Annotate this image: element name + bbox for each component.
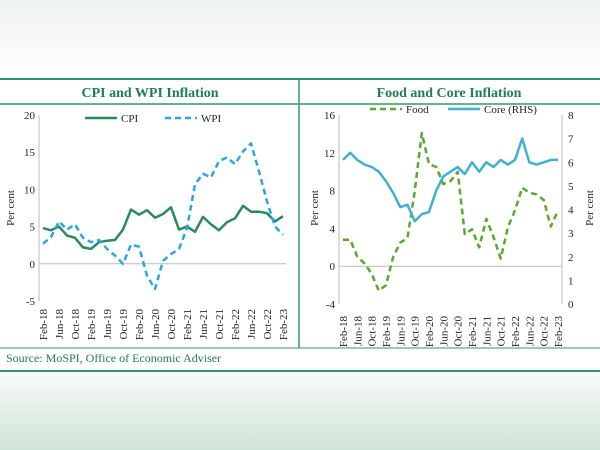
x-tick-label: Feb-23 [278,309,290,341]
x-tick-label: Jun-20 [150,309,162,339]
legend-label: WPI [201,113,222,125]
y2-tick-label: 3 [568,228,574,240]
x-tick-label: Feb-21 [467,316,479,347]
x-tick-label: Jun-18 [352,316,364,346]
x-tick-label: Oct-20 [166,309,178,340]
y2-tick-label: 7 [568,134,574,146]
series-line-wpi [42,142,284,291]
x-tick-label: Oct-19 [118,309,130,340]
charts-svg: Source: MoSPI, Office of Economic Advise… [0,80,600,365]
x-tick-label: Feb-19 [381,316,393,348]
y-axis-label: Per cent [5,190,17,226]
y-tick-label: 8 [330,186,336,198]
x-tick-label: Jun-19 [102,309,114,339]
y2-tick-label: 1 [568,275,574,287]
y-tick-label: 12 [324,148,335,160]
y2-tick-label: 6 [568,157,574,169]
legend-label: Food [406,104,429,116]
y2-tick-label: 8 [568,110,574,122]
x-tick-label: Jun-21 [481,316,493,346]
x-tick-label: Oct-18 [367,316,379,347]
x-tick-label: Oct-21 [214,309,226,340]
x-tick-label: Jun-19 [395,316,407,346]
x-tick-label: Jun-20 [438,316,450,346]
x-tick-label: Feb-22 [230,309,242,340]
source-text: Source: MoSPI, Office of Economic Advise… [6,351,221,365]
x-tick-label: Oct-22 [539,316,551,347]
x-tick-label: Jun-22 [246,309,258,339]
y-tick-label: 10 [24,184,36,196]
x-tick-label: Oct-22 [262,309,274,340]
x-tick-label: Feb-22 [510,316,522,347]
y2-tick-label: 0 [568,299,574,311]
y2-tick-label: 4 [568,205,574,217]
x-tick-label: Oct-20 [453,316,465,347]
x-tick-label: Feb-19 [86,309,98,341]
y-tick-label: 20 [24,110,36,122]
x-tick-label: Jun-22 [524,316,536,346]
series-line-cpi [42,204,284,251]
x-tick-label: Feb-20 [424,316,436,348]
y-tick-label: 15 [24,147,36,159]
y-tick-label: -5 [26,296,36,308]
y-tick-label: 16 [324,110,336,122]
x-tick-label: Feb-18 [338,316,350,348]
series-line-food [343,131,560,293]
y2-tick-label: 2 [568,252,574,264]
x-tick-label: Oct-19 [410,316,422,347]
x-tick-label: Oct-18 [70,309,82,340]
y-tick-label: -4 [326,299,336,311]
y-tick-label: 0 [330,261,336,273]
series-line-core-rhs [342,137,558,223]
x-tick-label: Feb-23 [553,316,565,348]
y2-tick-label: 5 [568,181,574,193]
x-tick-label: Oct-21 [496,316,508,347]
legend-label: Core (RHS) [484,104,537,116]
y-tick-label: 4 [330,223,336,235]
x-tick-label: Jun-21 [198,309,210,339]
x-tick-label: Feb-20 [134,309,146,341]
x-tick-label: Jun-18 [54,309,66,339]
chart-title: CPI and WPI Inflation [81,86,218,101]
x-tick-label: Feb-21 [182,309,194,340]
y-axis-label: Per cent [309,190,321,226]
y-tick-label: 0 [30,259,36,271]
y-tick-label: 5 [30,222,36,234]
legend-label: CPI [121,113,138,125]
chart-panel: Source: MoSPI, Office of Economic Advise… [0,78,600,372]
y2-axis-label: Per cent [584,190,596,226]
x-tick-label: Feb-18 [38,309,50,341]
chart-title: Food and Core Inflation [377,86,522,101]
